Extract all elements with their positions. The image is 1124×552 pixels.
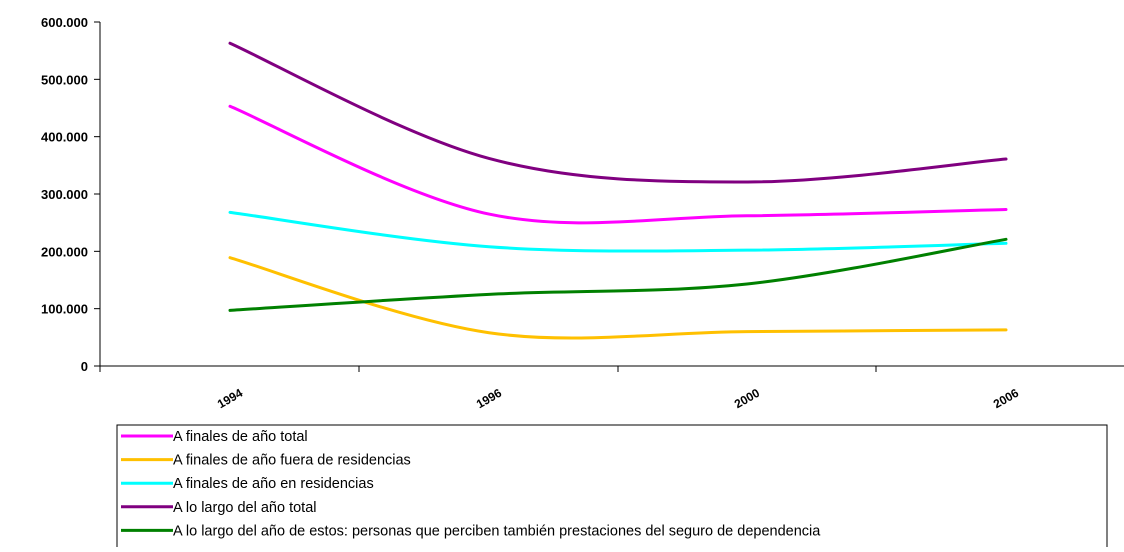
legend-item-label: A finales de año en residencias [173, 476, 374, 492]
legend-box [116, 424, 1108, 552]
legend-item-label: A finales de año total [173, 429, 308, 445]
axes: 0 100.000 200.000 300.000 400.000 500.000 600.… [41, 15, 1124, 411]
x-tick-label: 1996 [474, 386, 504, 412]
series-line [228, 256, 1008, 340]
y-tick-label: 600.000 [41, 15, 88, 30]
y-tick-label: 100.000 [41, 302, 88, 317]
series-line [228, 41, 1008, 184]
x-tick-label: 2006 [991, 386, 1021, 412]
y-tick-label: 200.000 [41, 244, 88, 259]
legend-item-label: A lo largo del año de estos: personas qu… [173, 523, 821, 539]
legend-item-label: A finales de año fuera de residencias [173, 453, 411, 469]
series-lines [228, 41, 1008, 340]
y-tick-label: 500.000 [41, 72, 88, 87]
y-tick-label: 400.000 [41, 130, 88, 145]
legend-item-label: A lo largo del año total [173, 500, 317, 516]
series-line [228, 237, 1008, 312]
y-tick-label: 0 [81, 359, 88, 374]
y-tick-label: 300.000 [41, 187, 88, 202]
series-line [228, 104, 1008, 225]
x-tick-label: 2000 [732, 386, 762, 412]
x-tick-label: 1994 [215, 386, 245, 412]
legend: A finales de año total A finales de año f… [116, 424, 1108, 552]
series-line [228, 210, 1008, 253]
